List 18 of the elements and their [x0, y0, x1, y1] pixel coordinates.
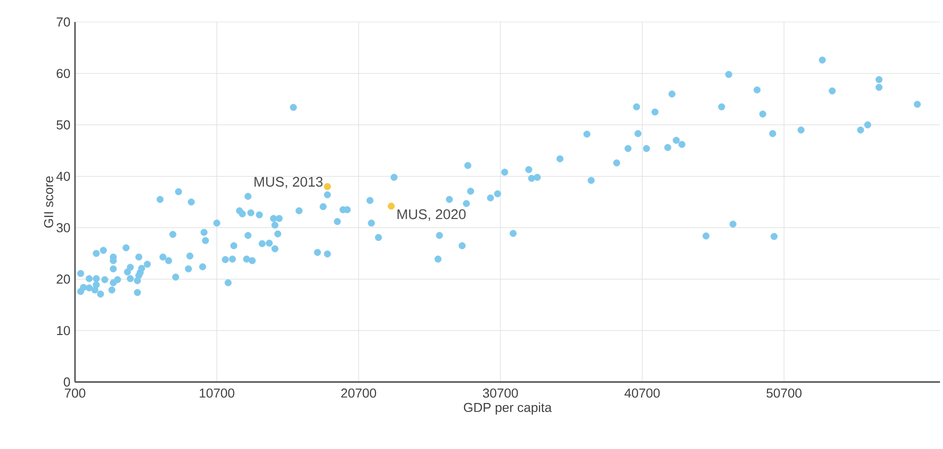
- annotation: MUS, 2013: [254, 176, 323, 188]
- x-tick-label: 20700: [341, 388, 376, 398]
- y-tick-label: 40: [56, 172, 70, 181]
- x-axis-title: GDP per capita: [464, 402, 552, 415]
- x-tick-label: 40700: [624, 388, 660, 398]
- y-tick-label: 30: [56, 223, 70, 232]
- y-tick-label: 20: [56, 274, 70, 284]
- y-tick-label: 0: [64, 377, 70, 387]
- y-tick-label: 50: [56, 120, 70, 130]
- y-axis-title: GII score: [44, 176, 54, 228]
- annotation: MUS, 2020: [398, 209, 466, 221]
- y-tick-label: 10: [57, 326, 70, 336]
- x-tick-label: 10700: [200, 388, 234, 398]
- y-tick-label: 70: [56, 17, 70, 27]
- y-tick-label: 60: [56, 68, 70, 78]
- x-tick-label: 50700: [766, 388, 802, 398]
- x-tick-label: 30700: [482, 388, 518, 398]
- x-tick-label: 700: [64, 388, 86, 398]
